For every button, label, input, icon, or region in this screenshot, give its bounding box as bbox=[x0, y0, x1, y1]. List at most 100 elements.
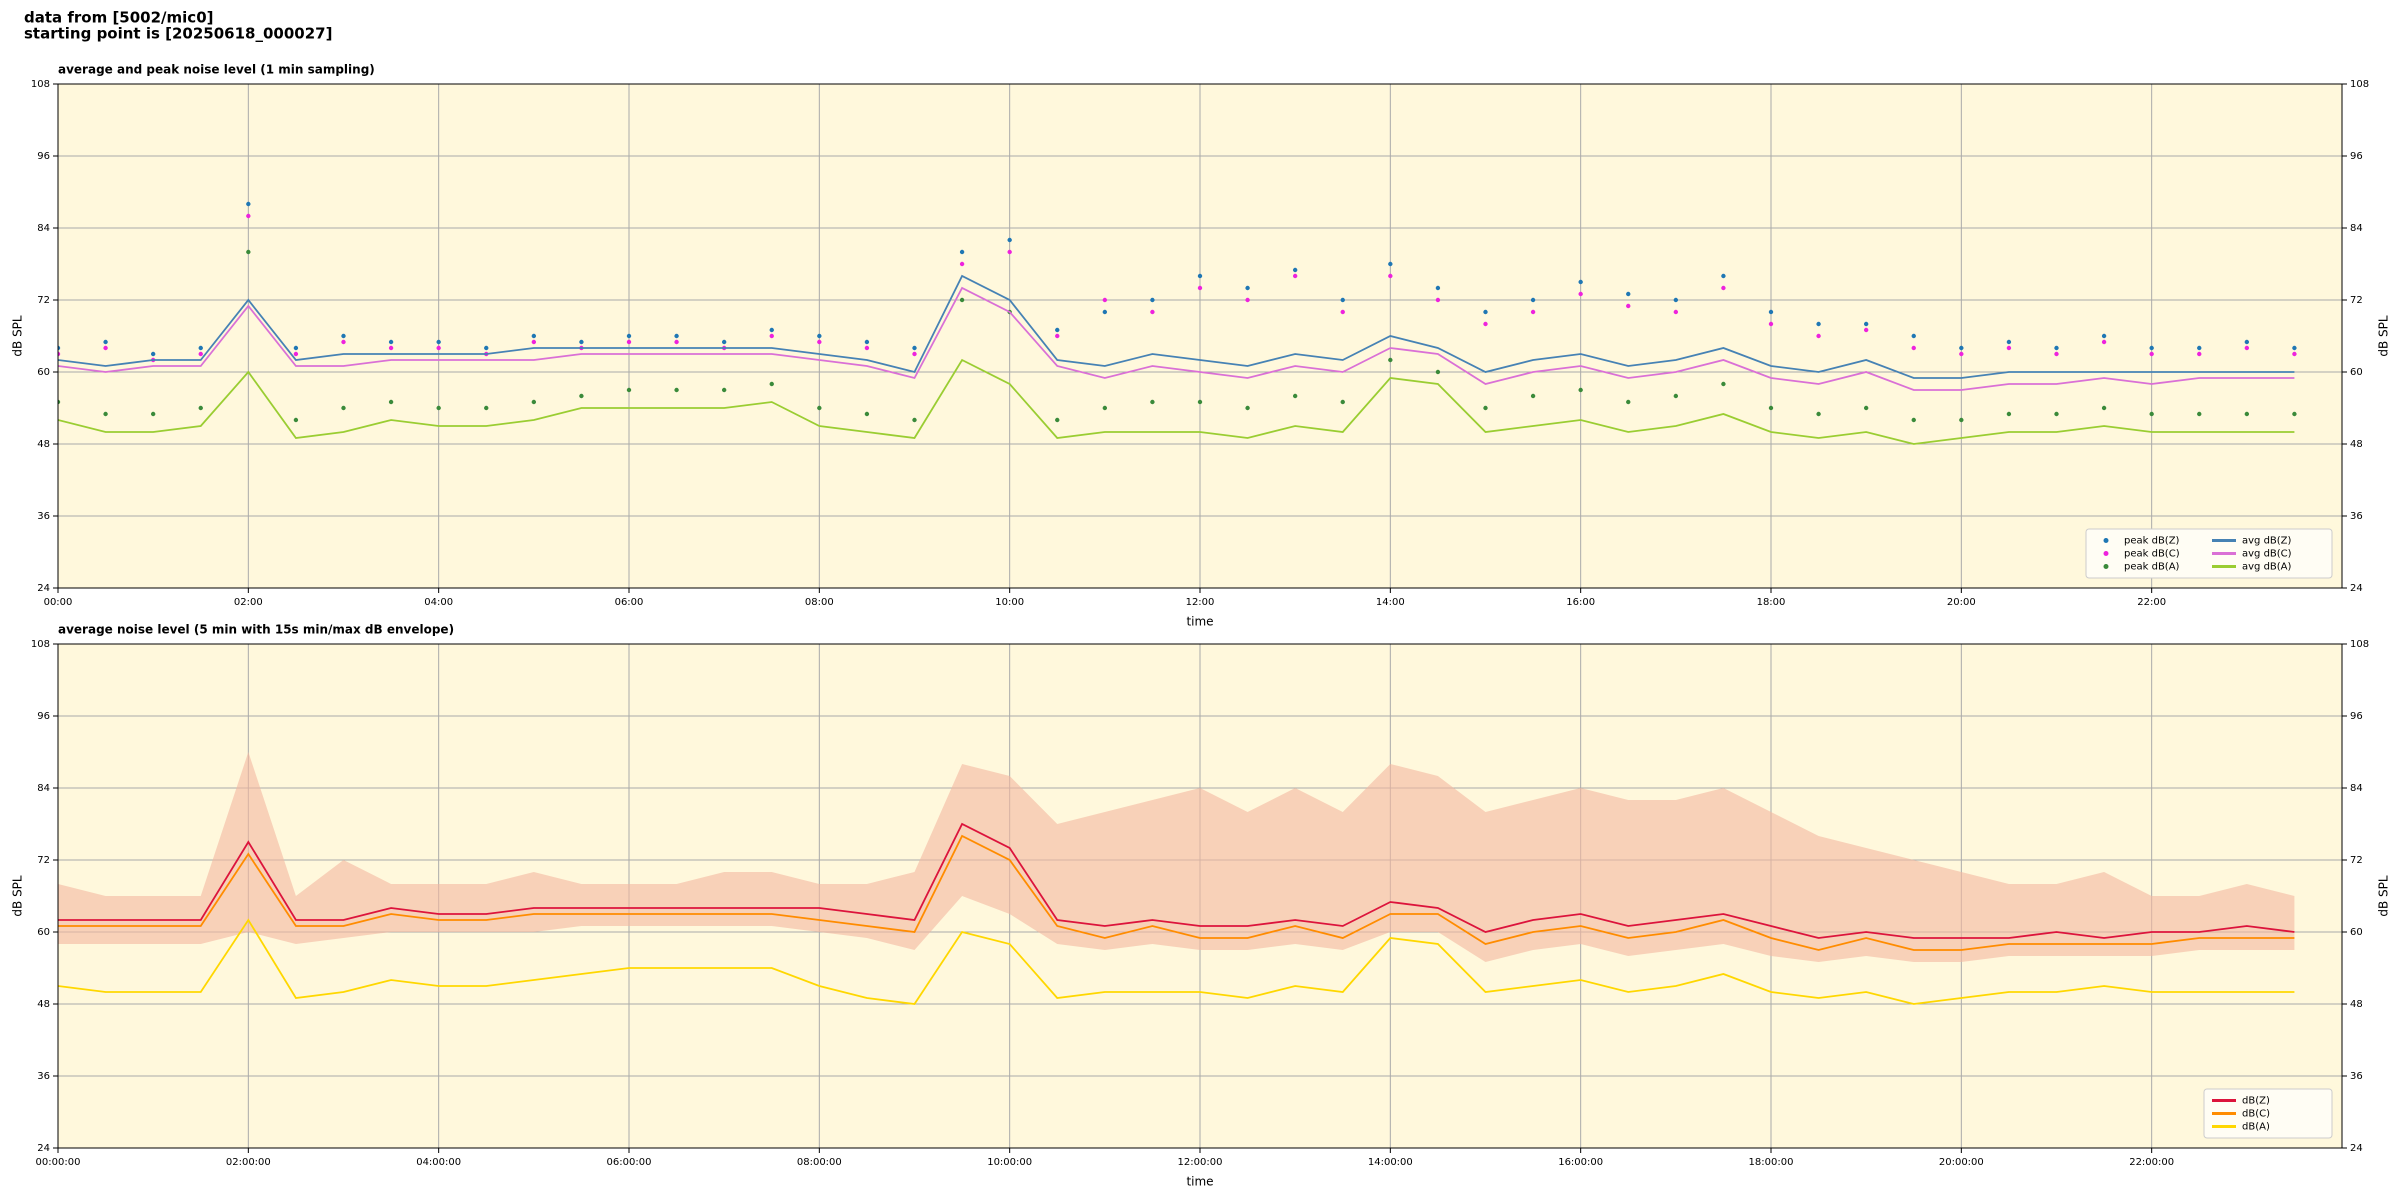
legend-label: peak dB(C) bbox=[2124, 549, 2180, 560]
y-tick-label: 84 bbox=[2350, 223, 2363, 234]
y-tick-label: 60 bbox=[37, 367, 50, 378]
peak-point bbox=[1340, 297, 1345, 303]
peak-point bbox=[198, 351, 203, 357]
peak-point bbox=[1197, 285, 1203, 291]
peak-point bbox=[579, 393, 584, 399]
y-axis-label: dB SPL bbox=[11, 315, 25, 357]
peak-point bbox=[1721, 273, 1726, 279]
peak-point bbox=[626, 333, 632, 339]
peak-point bbox=[674, 387, 679, 393]
peak-point bbox=[1721, 285, 1726, 291]
peak-point bbox=[769, 327, 774, 333]
y-tick-label: 48 bbox=[37, 999, 50, 1010]
x-tick-label: 18:00:00 bbox=[1749, 1157, 1794, 1168]
peak-point bbox=[436, 405, 441, 411]
y-tick-label: 24 bbox=[37, 1143, 50, 1154]
x-tick-label: 20:00:00 bbox=[1939, 1157, 1984, 1168]
peak-point bbox=[674, 333, 679, 339]
peak-point bbox=[2101, 333, 2107, 339]
legend-label: avg dB(Z) bbox=[2242, 536, 2292, 547]
peak-point bbox=[1911, 417, 1916, 423]
peak-point bbox=[1102, 297, 1108, 303]
y-tick-label: 24 bbox=[2350, 583, 2363, 594]
peak-point bbox=[1578, 279, 1583, 285]
peak-point bbox=[1197, 273, 1203, 279]
peak-point bbox=[959, 297, 965, 303]
peak-point bbox=[1626, 399, 1631, 405]
y-tick-label: 36 bbox=[2350, 511, 2363, 522]
peak-point bbox=[2244, 345, 2250, 351]
x-tick-label: 02:00 bbox=[234, 597, 263, 608]
peak-point bbox=[2292, 411, 2297, 417]
peak-point bbox=[1055, 417, 1060, 423]
peak-point bbox=[1911, 333, 1916, 339]
y-tick-label: 36 bbox=[37, 1071, 50, 1082]
peak-point bbox=[436, 345, 441, 351]
peak-point bbox=[626, 387, 632, 393]
y-tick-label: 96 bbox=[2350, 711, 2363, 722]
peak-point bbox=[1816, 411, 1821, 417]
y-tick-label: 96 bbox=[2350, 151, 2363, 162]
peak-point bbox=[1292, 273, 1298, 279]
peak-point bbox=[2149, 345, 2154, 351]
y-tick-label: 72 bbox=[37, 295, 50, 306]
peak-point bbox=[912, 345, 917, 351]
legend-label: dB(Z) bbox=[2242, 1096, 2270, 1107]
peak-point bbox=[1768, 405, 1774, 411]
peak-point bbox=[1055, 327, 1060, 333]
y-tick-label: 36 bbox=[2350, 1071, 2363, 1082]
peak-point bbox=[103, 339, 108, 345]
peak-point bbox=[484, 405, 489, 411]
peak-point bbox=[1150, 297, 1155, 303]
envelope bbox=[58, 752, 2295, 962]
peak-point bbox=[1007, 237, 1012, 243]
y-tick-label: 72 bbox=[2350, 295, 2363, 306]
series-line bbox=[58, 834, 2295, 951]
y-tick-label: 108 bbox=[2350, 639, 2369, 650]
header-line: data from [5002/mic0] bbox=[24, 9, 214, 27]
peak-point bbox=[1435, 369, 1441, 375]
peak-point bbox=[58, 399, 61, 405]
x-tick-label: 20:00 bbox=[1947, 597, 1976, 608]
y-tick-label: 84 bbox=[2350, 783, 2363, 794]
legend-label: avg dB(C) bbox=[2242, 549, 2292, 560]
series-line bbox=[58, 286, 2295, 391]
peak-point bbox=[1578, 291, 1583, 297]
y-tick-label: 48 bbox=[2350, 439, 2363, 450]
plot-frame bbox=[57, 83, 2343, 589]
series-line bbox=[58, 358, 2295, 445]
peak-point bbox=[246, 213, 251, 219]
peak-point bbox=[1435, 285, 1441, 291]
peak-point bbox=[2101, 339, 2107, 345]
peak-point bbox=[1816, 333, 1821, 339]
plot-frame bbox=[57, 643, 2343, 1149]
peak-point bbox=[2244, 411, 2250, 417]
x-tick-label: 16:00:00 bbox=[1558, 1157, 1603, 1168]
legend-label: avg dB(A) bbox=[2242, 562, 2292, 573]
x-tick-label: 10:00:00 bbox=[987, 1157, 1032, 1168]
x-axis-label: time bbox=[1186, 1175, 1213, 1189]
y-tick-label: 24 bbox=[2350, 1143, 2363, 1154]
peak-point bbox=[1530, 393, 1536, 399]
y-axis-label: dB SPL bbox=[2377, 875, 2391, 917]
peak-point bbox=[2292, 345, 2297, 351]
plot-area bbox=[58, 752, 2295, 1005]
y-axis-label: dB SPL bbox=[11, 875, 25, 917]
y-tick-label: 84 bbox=[37, 223, 50, 234]
peak-point bbox=[531, 333, 537, 339]
legend-label: peak dB(A) bbox=[2124, 562, 2180, 573]
x-axis-label: time bbox=[1186, 615, 1213, 629]
peak-point bbox=[341, 333, 346, 339]
peak-point bbox=[1530, 297, 1536, 303]
legend-label: dB(A) bbox=[2242, 1122, 2270, 1133]
peak-point bbox=[1483, 309, 1488, 315]
peak-point bbox=[1292, 393, 1298, 399]
peak-point bbox=[1673, 297, 1679, 303]
x-tick-label: 10:00 bbox=[995, 597, 1024, 608]
peak-point bbox=[246, 201, 251, 207]
peak-point bbox=[388, 339, 394, 345]
y-tick-label: 72 bbox=[37, 855, 50, 866]
peak-point bbox=[1768, 309, 1774, 315]
y-tick-label: 84 bbox=[37, 783, 50, 794]
peak-point bbox=[817, 405, 822, 411]
